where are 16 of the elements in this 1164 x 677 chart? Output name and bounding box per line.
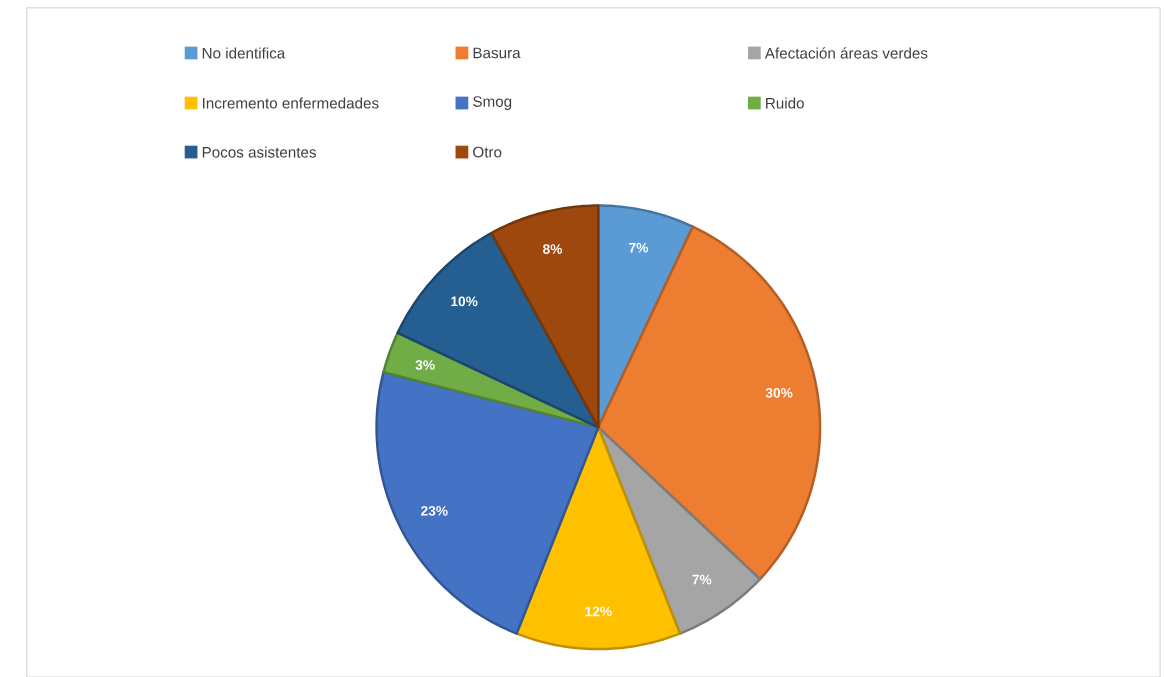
legend-label: Smog xyxy=(473,96,512,110)
data-label: 12% xyxy=(585,606,612,617)
legend-label: Incremento enfermedades xyxy=(202,97,379,109)
legend-label: Otro xyxy=(473,146,502,158)
data-label: 30% xyxy=(765,387,793,398)
data-label: 3% xyxy=(415,360,435,370)
legend-label: Ruido xyxy=(766,97,804,109)
data-label: 10% xyxy=(451,296,478,307)
legend-label: No identifica xyxy=(202,47,286,59)
data-label: 7% xyxy=(692,574,712,585)
legend-label: Basura xyxy=(473,47,521,59)
legend-label: Afectación áreas verdes xyxy=(764,47,928,59)
data-label: 7% xyxy=(629,242,649,253)
data-label: 8% xyxy=(543,244,563,254)
data-label: 23% xyxy=(421,505,448,516)
legend-label: Pocos asistentes xyxy=(202,146,316,158)
